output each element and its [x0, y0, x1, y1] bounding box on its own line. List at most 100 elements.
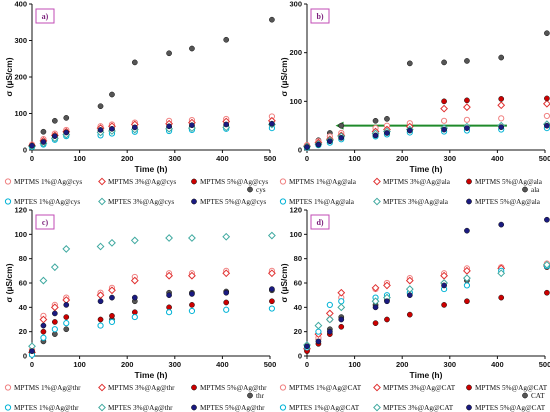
data-point [440, 117, 448, 124]
data-point [372, 304, 379, 311]
data-point [338, 316, 345, 323]
y-tick-label: 120 [289, 206, 302, 215]
x-axis-title: Time (h) [135, 164, 168, 174]
legend-marker [466, 178, 472, 185]
legend-marker [191, 198, 197, 205]
data-point [223, 299, 230, 306]
data-point [63, 115, 70, 121]
legend-item-label: MPTMS 1%@Ag@thr [14, 384, 81, 392]
y-tick-label: 100 [14, 109, 27, 118]
legend-marker [279, 404, 287, 411]
legend-marker [4, 404, 12, 411]
x-tick-label: 100 [73, 360, 86, 369]
data-point [40, 128, 47, 135]
legend-marker [191, 384, 197, 391]
data-point [51, 310, 58, 317]
data-point [372, 132, 379, 139]
data-point [222, 269, 231, 278]
legend-item-label: MPTES 1%@Ag@cys [14, 198, 80, 206]
legend-item-label: MPTMS 3%@Ag@ala [383, 178, 451, 186]
legend-item-label: MPTMS 1%@Ag@CAT [289, 384, 362, 392]
data-point [498, 221, 505, 228]
legend-marker [98, 197, 106, 206]
data-point [463, 103, 471, 112]
legend-item-label: MPTES 3%@Ag@CAT [383, 404, 454, 412]
data-point [542, 260, 550, 269]
panel-label: b) [316, 12, 323, 21]
data-point [544, 289, 550, 296]
data-point [40, 334, 47, 341]
y-axis-title: σ (µS/cm) [4, 263, 14, 302]
data-point [63, 320, 70, 327]
legend-item-label: MPTES 3%@Ag@cys [108, 198, 174, 206]
legend-marker [373, 383, 381, 392]
y-tick-label: 20 [19, 327, 27, 336]
data-point [544, 122, 550, 129]
data-point [406, 60, 413, 67]
legend-item-label: MPTMS 1%@Ag@cys [14, 178, 82, 186]
x-tick-label: 200 [396, 154, 409, 163]
x-tick-label: 0 [30, 360, 34, 369]
data-point [371, 283, 380, 292]
data-point [50, 263, 59, 272]
legend-marker [4, 178, 12, 185]
data-point [189, 45, 195, 52]
data-point [338, 323, 345, 330]
legend: MPTMS 1%@Ag@ala MPTMS 3%@Ag@ala MPTMS 5%@A… [279, 177, 543, 206]
data-point [544, 95, 550, 102]
x-tick-label: 300 [169, 360, 182, 369]
y-tick-label: 100 [14, 230, 27, 239]
data-point [463, 266, 471, 275]
y-tick-label: 0 [23, 146, 27, 155]
data-point [384, 116, 390, 122]
x-tick-label: 400 [216, 154, 229, 163]
data-point [384, 316, 390, 323]
data-point [223, 289, 230, 296]
data-point [464, 58, 470, 64]
data-point [131, 294, 138, 301]
legend-marker [522, 186, 528, 193]
data-point [50, 303, 59, 312]
data-point [40, 328, 47, 335]
x-tick-label: 300 [444, 154, 457, 163]
data-point [337, 303, 346, 312]
legend-marker [466, 404, 472, 411]
data-point [39, 276, 48, 285]
data-point [269, 298, 275, 305]
data-point [63, 314, 70, 320]
data-point [441, 282, 447, 289]
legend-item-label: MPTMS 3%@Ag@cys [108, 178, 176, 186]
y-tick-label: 0 [23, 352, 27, 361]
data-point [405, 276, 414, 285]
legend-item-label: MPTMS 5%@Ag@cys [200, 178, 268, 186]
legend-item-label: MPTES 5%@Ag@thr [200, 404, 265, 412]
chart-panel-3: 0 100 200 300 400 500 0 20 40 60 80 100 120 Time (h) σ… [279, 206, 550, 412]
data-point [223, 306, 230, 313]
legend-item-label: MPTES 1%@Ag@CAT [289, 404, 360, 412]
data-point [441, 302, 447, 308]
data-point [372, 320, 379, 327]
y-axis-title: σ (µS/cm) [4, 57, 14, 96]
data-point [62, 245, 71, 253]
data-point [326, 301, 333, 309]
data-point [544, 216, 550, 223]
legend-marker [373, 177, 381, 186]
data-point [497, 101, 506, 110]
y-tick-label: 80 [294, 254, 302, 263]
data-point [269, 286, 275, 292]
data-point [338, 122, 345, 129]
legend-item-label: CAT [531, 392, 545, 400]
data-point [109, 294, 115, 301]
data-point [29, 348, 35, 354]
chart-panel-2: 0 100 200 300 400 500 0 20 40 60 80 100 120 Time (h) σ… [4, 206, 276, 412]
panel-label: a) [42, 12, 49, 21]
data-point [97, 322, 104, 329]
data-point [542, 99, 550, 108]
data-point [96, 291, 105, 300]
data-point [304, 144, 310, 150]
data-point [338, 298, 345, 305]
legend-item-label: MPTES 3%@Ag@thr [108, 404, 173, 412]
data-point [189, 291, 195, 297]
data-point [165, 271, 173, 280]
legend-item-label: MPTES 5%@Ag@CAT [475, 404, 546, 412]
